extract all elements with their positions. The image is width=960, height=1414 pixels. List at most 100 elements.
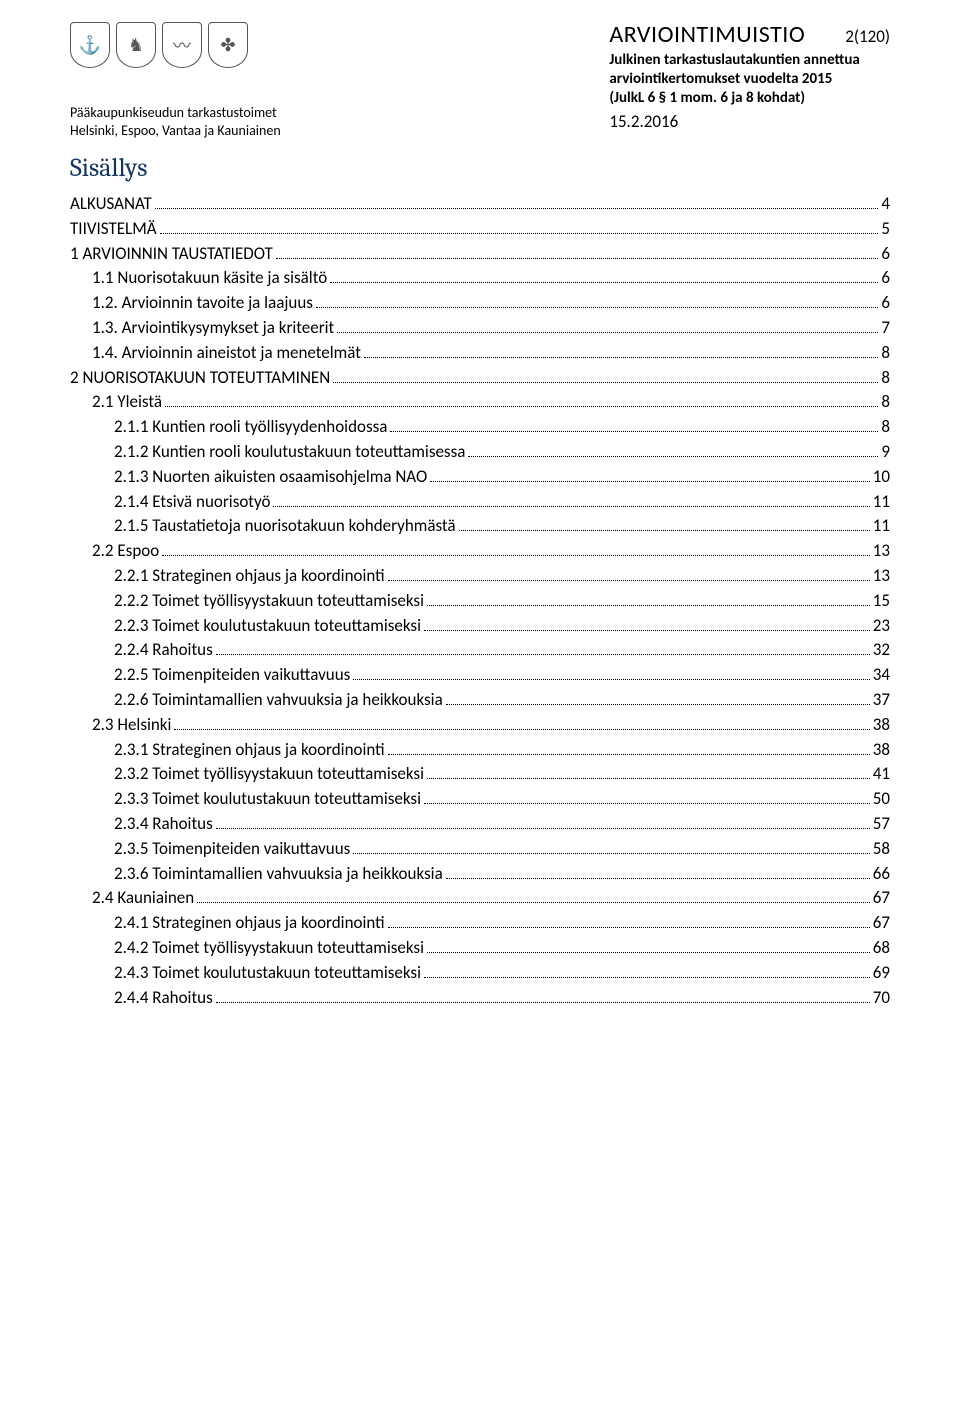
toc-entry: 2.1.3 Nuorten aikuisten osaamisohjelma N… [70, 466, 890, 487]
header-left: ⚓ ♞ 〰 ✤ Pääkaupunkiseudun tarkastustoime… [70, 20, 281, 139]
toc-entry: 2.4.2 Toimet työllisyystakuun toteuttami… [70, 937, 890, 958]
doc-sub-line: (JulkL 6 § 1 mom. 6 ja 8 kohdat) [609, 89, 890, 108]
toc-leader-dots [446, 704, 870, 705]
toc-label: 2.2.6 Toimintamallien vahvuuksia ja heik… [114, 689, 443, 710]
toc-page-number: 8 [881, 342, 890, 363]
toc-page-number: 32 [873, 639, 890, 660]
toc-page-number: 41 [873, 763, 890, 784]
table-of-contents: ALKUSANAT 4 TIIVISTELMÄ 5 1 ARVIOINNIN TAU… [70, 193, 890, 1008]
toc-entry: 2.2.2 Toimet työllisyystakuun toteuttami… [70, 590, 890, 611]
org-line2: Helsinki, Espoo, Vantaa ja Kauniainen [70, 122, 281, 140]
toc-leader-dots [468, 456, 878, 457]
doc-date: 15.2.2016 [609, 111, 890, 132]
toc-entry: 1.3. Arviointikysymykset ja kriteerit 7 [70, 317, 890, 338]
toc-label: 2.2.4 Rahoitus [114, 639, 213, 660]
toc-leader-dots [330, 282, 878, 283]
toc-leader-dots [430, 481, 870, 482]
toc-entry: 2.1.1 Kuntien rooli työllisyydenhoidossa… [70, 416, 890, 437]
toc-label: 2.4.3 Toimet koulutustakuun toteuttamise… [114, 962, 421, 983]
toc-page-number: 67 [873, 887, 890, 908]
toc-entry: 1.1 Nuorisotakuun käsite ja sisältö 6 [70, 267, 890, 288]
toc-entry: 2.2.6 Toimintamallien vahvuuksia ja heik… [70, 689, 890, 710]
toc-entry: 2.3.1 Strateginen ohjaus ja koordinointi… [70, 739, 890, 760]
toc-label: 2.1.5 Taustatietoja nuorisotakuun kohder… [114, 515, 456, 536]
toc-page-number: 6 [881, 243, 890, 264]
toc-page-number: 34 [873, 664, 890, 685]
toc-leader-dots [424, 803, 870, 804]
toc-entry: 2.4.1 Strateginen ohjaus ja koordinointi… [70, 912, 890, 933]
toc-leader-dots [388, 754, 870, 755]
toc-page-number: 11 [873, 515, 890, 536]
toc-label: 2.2.1 Strateginen ohjaus ja koordinointi [114, 565, 385, 586]
toc-entry: TIIVISTELMÄ 5 [70, 218, 890, 239]
toc-entry: 1 ARVIOINNIN TAUSTATIEDOT 6 [70, 243, 890, 264]
toc-label: 2.1.2 Kuntien rooli koulutustakuun toteu… [114, 441, 465, 462]
toc-page-number: 5 [881, 218, 890, 239]
toc-entry: 2.4.3 Toimet koulutustakuun toteuttamise… [70, 962, 890, 983]
toc-page-number: 69 [873, 962, 890, 983]
toc-label: 2.3.6 Toimintamallien vahvuuksia ja heik… [114, 863, 443, 884]
toc-label: 2.2.5 Toimenpiteiden vaikuttavuus [114, 664, 350, 685]
toc-page-number: 67 [873, 912, 890, 933]
toc-label: 2.3.3 Toimet koulutustakuun toteuttamise… [114, 788, 421, 809]
toc-leader-dots [353, 853, 869, 854]
toc-entry: 2.1.4 Etsivä nuorisotyö 11 [70, 491, 890, 512]
toc-leader-dots [427, 778, 870, 779]
toc-entry: 1.4. Arvioinnin aineistot ja menetelmät … [70, 342, 890, 363]
toc-page-number: 13 [873, 540, 890, 561]
toc-label: 2.4.1 Strateginen ohjaus ja koordinointi [114, 912, 385, 933]
toc-page-number: 8 [881, 416, 890, 437]
toc-label: 1 ARVIOINNIN TAUSTATIEDOT [70, 243, 273, 264]
toc-leader-dots [427, 952, 870, 953]
toc-label: ALKUSANAT [70, 193, 152, 214]
toc-leader-dots [160, 233, 879, 234]
doc-sub-line: Julkinen tarkastuslautakuntien annettua [609, 51, 890, 70]
toc-entry: 2.2 Espoo 13 [70, 540, 890, 561]
contents-heading: Sisällys [70, 153, 890, 183]
toc-leader-dots [390, 431, 878, 432]
toc-leader-dots [165, 406, 878, 407]
toc-label: 2.3.1 Strateginen ohjaus ja koordinointi [114, 739, 385, 760]
toc-page-number: 6 [881, 292, 890, 313]
toc-entry: 2.3.5 Toimenpiteiden vaikuttavuus 58 [70, 838, 890, 859]
toc-page-number: 57 [873, 813, 890, 834]
toc-label: 2 NUORISOTAKUUN TOTEUTTAMINEN [70, 367, 330, 388]
page-number: 2(120) [845, 26, 890, 47]
org-line1: Pääkaupunkiseudun tarkastustoimet [70, 104, 281, 122]
toc-entry: 2 NUORISOTAKUUN TOTEUTTAMINEN 8 [70, 367, 890, 388]
toc-page-number: 50 [873, 788, 890, 809]
doc-title: ARVIOINTIMUISTIO [609, 20, 805, 49]
toc-page-number: 37 [873, 689, 890, 710]
toc-leader-dots [337, 332, 878, 333]
toc-page-number: 10 [873, 466, 890, 487]
toc-entry: 1.2. Arvioinnin tavoite ja laajuus 6 [70, 292, 890, 313]
page-header: ⚓ ♞ 〰 ✤ Pääkaupunkiseudun tarkastustoime… [70, 20, 890, 139]
crest-icon: ✤ [208, 22, 248, 68]
toc-label: 2.1 Yleistä [92, 391, 162, 412]
toc-leader-dots [333, 382, 878, 383]
toc-page-number: 66 [873, 863, 890, 884]
toc-leader-dots [388, 580, 870, 581]
toc-page-number: 38 [873, 739, 890, 760]
toc-entry: 2.2.4 Rahoitus 32 [70, 639, 890, 660]
toc-label: 2.2.3 Toimet koulutustakuun toteuttamise… [114, 615, 421, 636]
toc-entry: 2.4.4 Rahoitus 70 [70, 987, 890, 1008]
toc-leader-dots [197, 902, 870, 903]
toc-page-number: 9 [881, 441, 890, 462]
toc-leader-dots [353, 679, 869, 680]
toc-leader-dots [155, 208, 879, 209]
crest-icon: 〰 [162, 22, 202, 68]
toc-page-number: 4 [881, 193, 890, 214]
toc-entry: 2.2.5 Toimenpiteiden vaikuttavuus 34 [70, 664, 890, 685]
toc-label: 2.3.4 Rahoitus [114, 813, 213, 834]
document-page: ⚓ ♞ 〰 ✤ Pääkaupunkiseudun tarkastustoime… [0, 0, 960, 1051]
toc-entry: 2.3 Helsinki 38 [70, 714, 890, 735]
toc-label: 2.1.1 Kuntien rooli työllisyydenhoidossa [114, 416, 387, 437]
toc-leader-dots [446, 878, 870, 879]
toc-label: 1.4. Arvioinnin aineistot ja menetelmät [92, 342, 361, 363]
header-right: ARVIOINTIMUISTIO 2(120) Julkinen tarkast… [579, 20, 890, 132]
toc-entry: 2.2.1 Strateginen ohjaus ja koordinointi… [70, 565, 890, 586]
toc-page-number: 8 [881, 367, 890, 388]
toc-label: 1.2. Arvioinnin tavoite ja laajuus [92, 292, 313, 313]
toc-label: 2.3.5 Toimenpiteiden vaikuttavuus [114, 838, 350, 859]
